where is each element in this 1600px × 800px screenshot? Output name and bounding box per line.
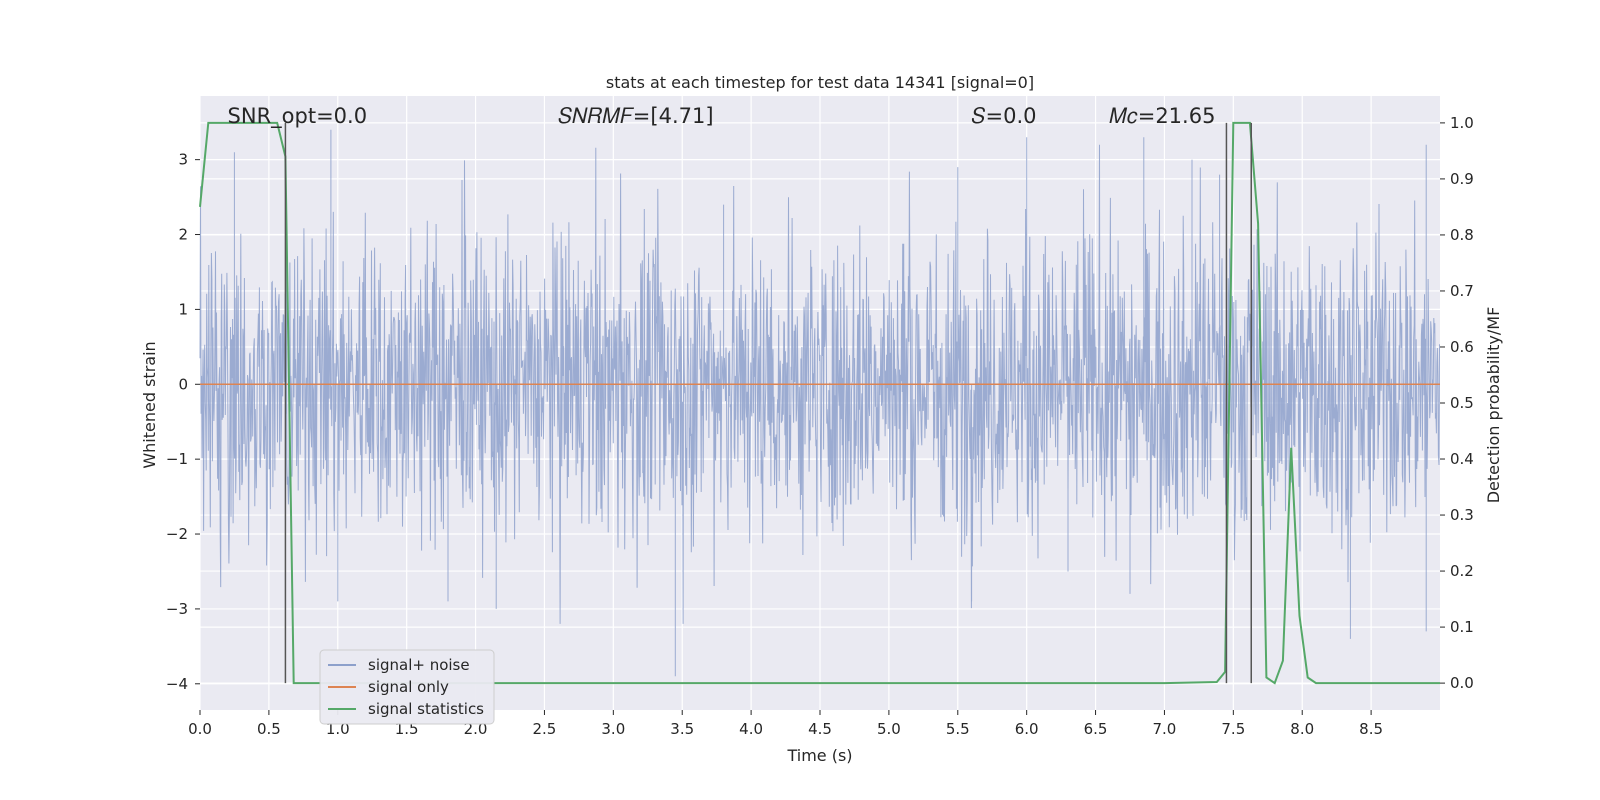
x-tick-label: 0.0 [188, 720, 212, 738]
x-tick-label: 4.5 [808, 720, 832, 738]
y-tick-label: −3 [166, 600, 188, 618]
x-tick-label: 8.0 [1290, 720, 1314, 738]
x-tick-label: 5.0 [877, 720, 901, 738]
x-tick-label: 6.0 [1015, 720, 1039, 738]
y-tick-label: 3 [178, 151, 188, 169]
x-tick-label: 3.5 [670, 720, 694, 738]
y2-tick-label: 0.1 [1450, 618, 1474, 636]
chart-title: stats at each timestep for test data 143… [606, 73, 1034, 92]
signal-noise-line [199, 129, 1440, 677]
y-tick-label: 2 [178, 226, 188, 244]
y2-tick-label: 0.3 [1450, 506, 1474, 524]
y2-axis-label: Detection probability/MF [1484, 307, 1503, 504]
y2-tick-label: 0.8 [1450, 226, 1474, 244]
legend: signal+ noise signal only signal statistic… [319, 649, 495, 725]
x-tick-label: 3.0 [601, 720, 625, 738]
x-tick-label: 8.5 [1359, 720, 1383, 738]
y2-tick-label: 1.0 [1450, 114, 1474, 132]
x-tick-label: 0.5 [257, 720, 281, 738]
y-tick-label: 0 [178, 375, 188, 393]
annotations: SNR_opt=0.0 𝑆𝑁𝑅𝑀𝐹=[4.71] 𝑆=0.0 𝑀𝑐=21.65 [228, 104, 1216, 129]
y2-tick-label: 0.9 [1450, 170, 1474, 188]
x-tick-label: 4.0 [739, 720, 763, 738]
legend-label: signal statistics [368, 700, 484, 718]
annotation-text: 𝑆𝑁𝑅𝑀𝐹=[4.71] [558, 104, 713, 128]
y2-tick-label: 0.7 [1450, 282, 1474, 300]
signal-statistics-line [199, 121, 1440, 685]
series-signal-noise [199, 129, 1440, 677]
y2-tick-label: 0.6 [1450, 338, 1474, 356]
y-tick-label: −1 [166, 450, 188, 468]
x-axis-label: Time (s) [786, 746, 852, 765]
y-tick-label: 1 [178, 300, 188, 318]
annotation-text: 𝑆=0.0 [972, 104, 1037, 128]
y-tick-label: −2 [166, 525, 188, 543]
legend-label: signal+ noise [368, 656, 470, 674]
y-axis-ticks: 3 2 1 0 −1 −2 −3 −4 [166, 151, 200, 693]
annotation-text: 𝑀𝑐=21.65 [1109, 104, 1215, 128]
y2-tick-label: 0.0 [1450, 674, 1474, 692]
legend-box [319, 649, 495, 725]
x-tick-label: 7.0 [1153, 720, 1177, 738]
legend-label: signal only [368, 678, 449, 696]
y2-tick-label: 0.2 [1450, 562, 1474, 580]
y-axis-label: Whitened strain [140, 341, 159, 468]
y-tick-label: −4 [166, 675, 188, 693]
x-tick-label: 2.5 [533, 720, 557, 738]
x-tick-label: 7.5 [1221, 720, 1245, 738]
x-tick-label: 5.5 [946, 720, 970, 738]
y2-tick-label: 0.5 [1450, 394, 1474, 412]
vertical-markers [284, 122, 1252, 684]
annotation-text: SNR_opt=0.0 [228, 104, 368, 129]
y2-axis-ticks: 1.0 0.9 0.8 0.7 0.6 0.5 0.4 0.3 0.2 0.1 0.0 [1440, 114, 1474, 692]
x-tick-label: 6.5 [1084, 720, 1108, 738]
series-lines [199, 121, 1440, 685]
y2-tick-label: 0.4 [1450, 450, 1474, 468]
